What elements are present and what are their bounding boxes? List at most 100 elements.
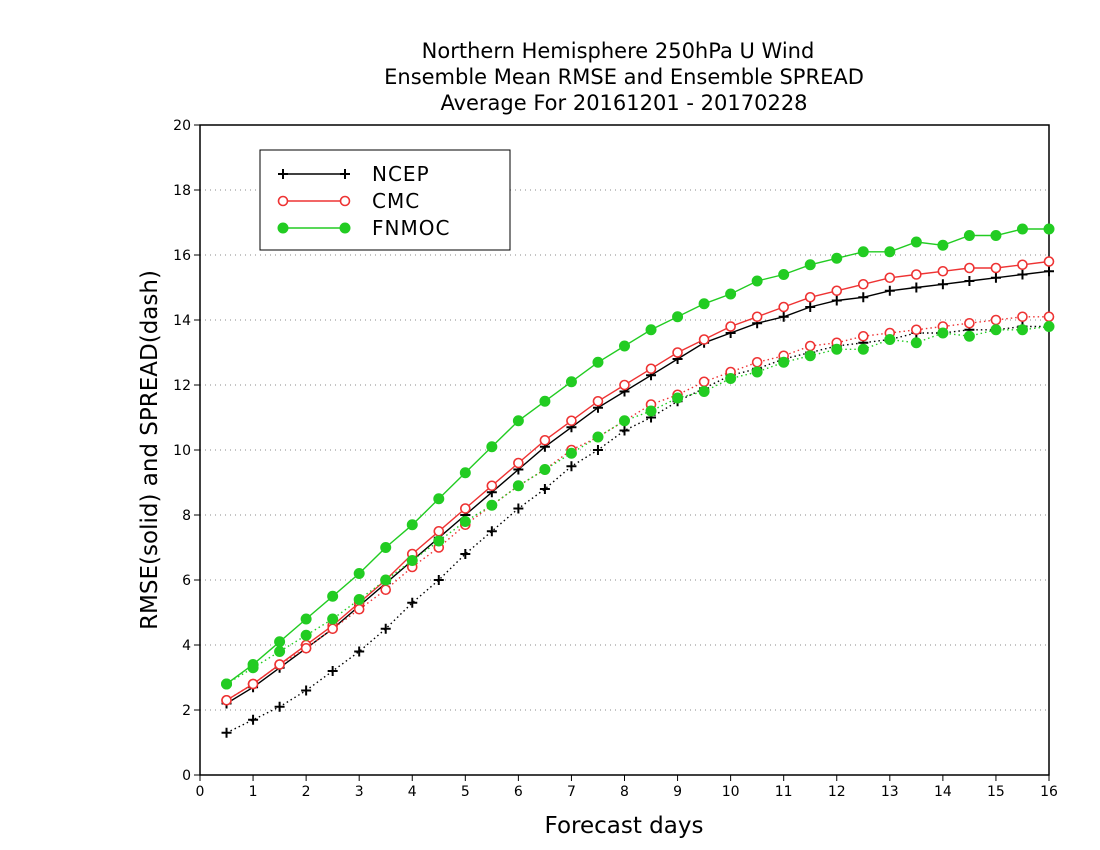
data-point-fnmoc-rmse: [539, 395, 551, 407]
y-tick-label: 12: [173, 378, 191, 394]
data-point-ncep-spread: [407, 597, 418, 608]
data-point-fnmoc-rmse: [698, 298, 710, 310]
series-fnmoc-rmse: [221, 223, 1055, 690]
data-point-cmc-rmse: [751, 311, 763, 323]
data-point-fnmoc-spread: [751, 366, 763, 378]
x-tick-label: 2: [302, 784, 311, 800]
data-point-fnmoc-rmse: [990, 230, 1002, 241]
data-point-ncep-spread: [248, 714, 259, 725]
legend-box: [259, 149, 511, 251]
data-point-ncep-spread: [274, 701, 285, 712]
data-point-ncep-rmse: [937, 279, 948, 290]
data-point-fnmoc-spread: [221, 678, 233, 690]
series-cmc-spread: [221, 311, 1055, 706]
data-point-fnmoc-spread: [857, 343, 869, 355]
data-point-cmc-rmse: [804, 291, 816, 303]
data-point-cmc-spread: [1017, 311, 1028, 323]
y-tick-label: 8: [182, 508, 191, 524]
y-tick-label: 14: [173, 313, 191, 329]
data-point-ncep-rmse: [964, 276, 975, 286]
legend-label: NCEP: [372, 162, 430, 186]
data-point-cmc-rmse: [619, 379, 630, 391]
data-point-fnmoc-rmse: [910, 236, 922, 248]
data-point-cmc-spread: [804, 340, 816, 352]
data-point-fnmoc-rmse: [565, 376, 577, 388]
data-point-fnmoc-spread: [698, 386, 710, 397]
x-tick-label: 7: [567, 784, 576, 800]
data-point-fnmoc-rmse: [300, 613, 312, 625]
legend-marker: [278, 169, 288, 179]
legend-marker: [277, 222, 289, 234]
data-point-fnmoc-rmse: [937, 239, 949, 251]
data-point-ncep-spread: [327, 666, 338, 676]
data-point-ncep-spread: [301, 685, 312, 696]
data-point-cmc-rmse: [539, 434, 551, 446]
data-point-ncep-rmse: [884, 285, 895, 296]
series-cmc-rmse: [221, 256, 1055, 706]
data-point-cmc-spread: [380, 584, 392, 596]
data-point-cmc-rmse: [513, 457, 524, 469]
data-point-cmc-spread: [274, 659, 285, 670]
data-point-fnmoc-spread: [778, 356, 790, 368]
data-point-cmc-spread: [221, 694, 232, 706]
series-line-ncep-spread: [226, 325, 1049, 734]
y-tick-label: 6: [182, 573, 191, 589]
series-layer: [221, 223, 1055, 738]
data-point-fnmoc-spread: [327, 613, 339, 625]
data-point-cmc-rmse: [778, 301, 789, 313]
y-tick-label: 10: [173, 443, 191, 459]
data-point-ncep-spread: [539, 484, 550, 494]
y-tick-label: 0: [182, 768, 191, 784]
x-tick-label: 9: [673, 784, 682, 800]
data-point-cmc-rmse: [964, 262, 975, 274]
x-tick-label: 14: [934, 784, 952, 800]
data-point-fnmoc-rmse: [1043, 223, 1055, 235]
data-point-fnmoc-spread: [380, 574, 392, 586]
title-line-3: Average For 20161201 - 20170228: [440, 91, 807, 115]
data-point-ncep-rmse: [911, 282, 922, 293]
data-point-cmc-spread: [698, 376, 710, 388]
data-point-cmc-rmse: [1043, 256, 1055, 267]
data-point-fnmoc-spread: [274, 646, 286, 657]
data-point-fnmoc-spread: [353, 594, 365, 605]
data-point-fnmoc-spread: [831, 343, 843, 355]
data-point-ncep-rmse: [831, 295, 842, 306]
data-point-cmc-rmse: [857, 278, 869, 290]
x-tick-label: 0: [196, 784, 205, 800]
data-point-cmc-rmse: [1017, 259, 1028, 271]
data-point-ncep-spread: [619, 425, 630, 436]
legend-marker: [339, 222, 351, 234]
data-point-fnmoc-rmse: [592, 356, 604, 368]
data-point-fnmoc-rmse: [963, 230, 975, 241]
data-point-cmc-rmse: [566, 415, 577, 427]
data-point-fnmoc-spread: [645, 405, 657, 417]
data-point-fnmoc-rmse: [433, 493, 445, 505]
data-point-fnmoc-spread: [300, 629, 312, 641]
data-point-cmc-rmse: [645, 363, 657, 375]
data-point-cmc-spread: [353, 603, 365, 615]
data-point-ncep-rmse: [805, 302, 816, 312]
y-axis-label: RMSE(solid) and SPREAD(dash): [137, 270, 163, 630]
data-point-fnmoc-rmse: [486, 441, 498, 453]
legend-marker: [277, 195, 289, 207]
data-point-fnmoc-rmse: [778, 269, 790, 280]
data-point-ncep-rmse: [858, 292, 869, 303]
data-point-fnmoc-rmse: [884, 246, 896, 258]
series-line-cmc-rmse: [226, 260, 1050, 701]
data-point-fnmoc-spread: [459, 516, 471, 527]
x-tick-label: 15: [987, 784, 1005, 800]
data-point-fnmoc-rmse: [1016, 223, 1028, 235]
y-tick-label: 18: [173, 183, 191, 199]
data-point-ncep-rmse: [1017, 269, 1028, 280]
data-point-cmc-rmse: [911, 269, 922, 280]
legend-marker: [340, 169, 350, 179]
series-ncep-rmse: [221, 266, 1054, 709]
data-point-cmc-rmse: [433, 525, 445, 537]
title-line-2: Ensemble Mean RMSE and Ensemble SPREAD: [384, 65, 864, 89]
legend-item-cmc: CMC: [277, 189, 419, 213]
data-point-fnmoc-spread: [804, 350, 816, 362]
data-point-cmc-rmse: [937, 265, 949, 277]
data-point-fnmoc-rmse: [672, 311, 684, 323]
legend: NCEP CMC FNMOC: [259, 149, 511, 251]
